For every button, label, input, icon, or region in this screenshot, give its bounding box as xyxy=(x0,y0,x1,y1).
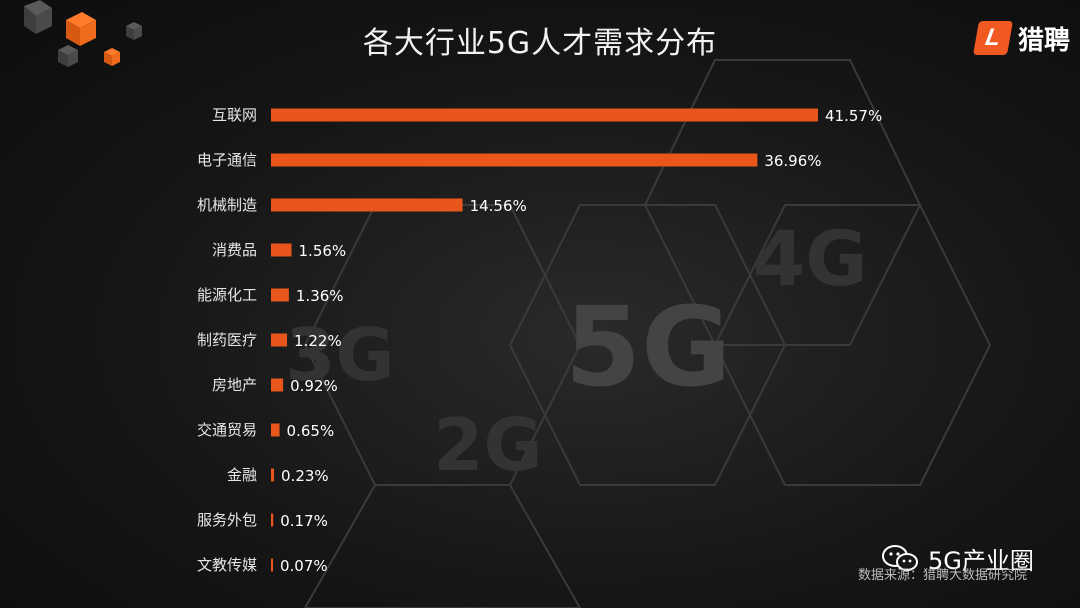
value-label: 1.22% xyxy=(294,332,342,350)
value-label: 36.96% xyxy=(764,152,821,170)
value-label: 0.65% xyxy=(287,422,335,440)
watermark: 5G产业圈 xyxy=(880,540,1034,576)
brand-name: 猎聘 xyxy=(1017,25,1070,56)
cube-logo-decoration xyxy=(24,0,142,67)
value-label: 14.56% xyxy=(470,197,527,215)
bg-label-4g: 4G xyxy=(752,214,867,303)
category-label: 制药医疗 xyxy=(197,331,257,349)
bar xyxy=(271,423,280,437)
value-label: 0.92% xyxy=(290,377,338,395)
value-label: 0.07% xyxy=(280,557,328,575)
bar xyxy=(271,513,274,527)
category-label: 房地产 xyxy=(212,376,257,394)
bar xyxy=(271,288,289,302)
bg-label-3g: 3G xyxy=(285,313,394,397)
value-label: 1.56% xyxy=(299,242,347,260)
value-label: 0.23% xyxy=(281,467,329,485)
bar xyxy=(271,558,273,572)
wechat-icon xyxy=(882,545,918,571)
category-label: 机械制造 xyxy=(197,196,257,214)
category-label: 交通贸易 xyxy=(197,421,257,439)
bg-label-5g: 5G xyxy=(565,283,732,411)
category-label: 消费品 xyxy=(212,241,257,259)
value-label: 41.57% xyxy=(825,107,882,125)
hexagon-outline-top xyxy=(643,59,922,346)
bar xyxy=(271,333,288,347)
watermark-text: 5G产业圈 xyxy=(928,546,1034,575)
bar xyxy=(271,153,758,167)
bg-label-2g: 2G xyxy=(433,403,542,487)
bar xyxy=(271,198,463,212)
category-label: 能源化工 xyxy=(197,286,257,304)
category-label: 金融 xyxy=(227,466,257,484)
category-label: 文教传媒 xyxy=(197,556,257,574)
brand-logo: L 猎聘 xyxy=(972,20,1070,56)
bar xyxy=(271,468,275,482)
hexagon-outline-lower xyxy=(303,484,582,608)
chart-title: 各大行业5G人才需求分布 xyxy=(362,26,718,61)
value-label: 0.17% xyxy=(280,512,328,530)
category-label: 互联网 xyxy=(212,106,257,124)
source-note: 数据来源：猎聘大数据研究院 xyxy=(858,568,1028,583)
bar xyxy=(271,378,284,392)
category-label: 电子通信 xyxy=(197,151,257,169)
value-label: 1.36% xyxy=(296,287,344,305)
bar xyxy=(271,243,292,257)
category-label: 服务外包 xyxy=(197,511,257,529)
hexagon-outline-center xyxy=(508,204,787,486)
bar xyxy=(271,108,818,122)
